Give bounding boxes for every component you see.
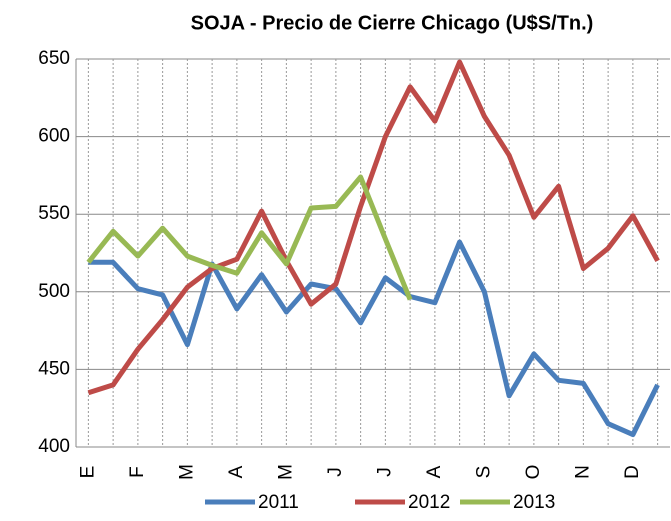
legend-label: 2011: [258, 492, 299, 513]
chart-title: SOJA - Precio de Cierre Chicago (U$S/Tn.…: [191, 12, 594, 34]
y-tick-label: 450: [38, 358, 70, 379]
x-tick-label: S: [473, 466, 494, 479]
x-tick-label: M: [176, 464, 197, 480]
x-tick-label: N: [572, 465, 593, 479]
x-tick-label: J: [325, 467, 346, 477]
series-line: [86, 174, 413, 301]
x-tick-label: A: [424, 465, 445, 478]
y-tick-label: 650: [38, 48, 70, 69]
x-tick-label: O: [523, 465, 544, 480]
y-tick-label: 500: [38, 281, 70, 302]
legend-label: 2012: [408, 492, 450, 513]
legend-label: 2013: [513, 492, 555, 513]
series-line: [88, 239, 660, 438]
x-tick-label: A: [226, 465, 247, 478]
y-tick-label: 600: [38, 126, 70, 147]
x-tick-label: D: [622, 465, 643, 479]
y-tick-label: 400: [38, 436, 70, 457]
x-tick-label: J: [374, 467, 395, 477]
y-tick-label: 550: [38, 203, 70, 224]
x-tick-label: F: [127, 466, 148, 478]
series-line: [87, 59, 660, 396]
x-tick-label: E: [77, 466, 98, 479]
x-tick-label: M: [275, 464, 296, 480]
